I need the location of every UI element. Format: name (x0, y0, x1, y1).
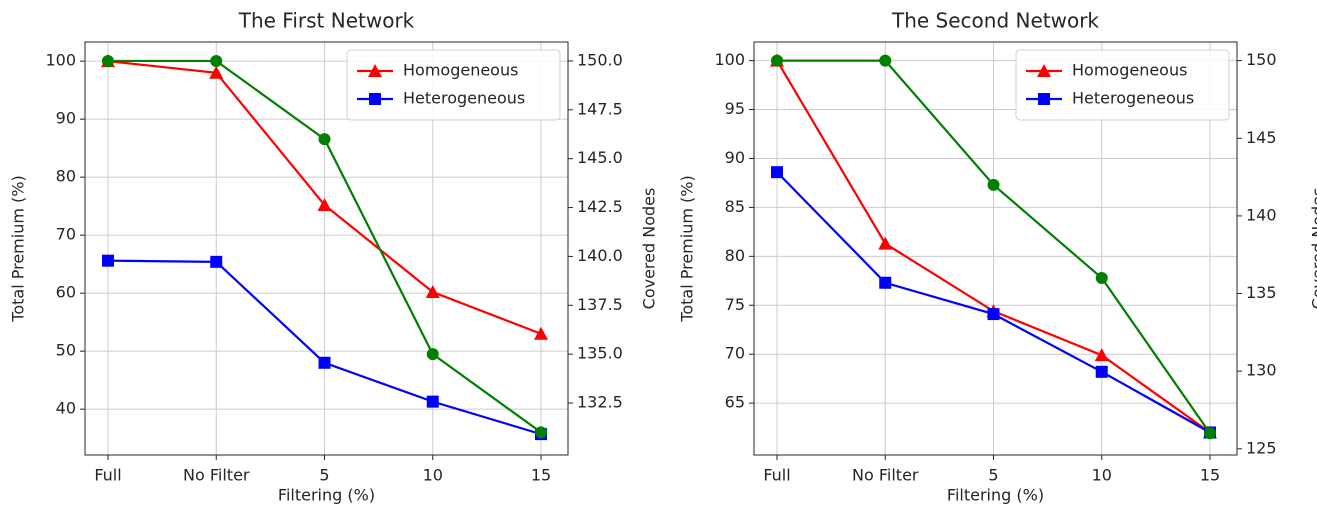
legend-label: Heterogeneous (1072, 89, 1194, 108)
y2-tick-label: 140 (1246, 205, 1277, 224)
y-tick-label: 95 (725, 99, 745, 118)
y2-tick-label: 125 (1246, 438, 1277, 457)
marker (879, 54, 892, 67)
y2-tick-label: 150 (1246, 50, 1277, 69)
y2-tick-label: 132.5 (577, 393, 623, 412)
marker (1094, 348, 1109, 362)
x-tick-label: No Filter (183, 466, 250, 485)
chart-title: The First Network (238, 9, 415, 33)
y-tick-label: 70 (725, 344, 745, 363)
y-tick-label: 60 (56, 283, 76, 302)
y-axis-label: Total Premium (%) (678, 175, 697, 322)
y2-tick-label: 145.0 (577, 148, 623, 167)
y-axis-label: Total Premium (%) (9, 175, 28, 322)
y-tick-label: 40 (56, 399, 76, 418)
y2-tick-label: 142.5 (577, 197, 623, 216)
x-tick-label: 10 (1092, 466, 1112, 485)
marker (1095, 365, 1108, 378)
marker (878, 236, 893, 250)
marker (318, 356, 331, 369)
marker (1038, 93, 1050, 105)
y-tick-label: 50 (56, 341, 76, 360)
marker (318, 133, 331, 146)
y2-axis-label: Covered Nodes (1309, 188, 1317, 310)
x-tick-label: No Filter (852, 466, 919, 485)
x-tick-label: 15 (531, 466, 551, 485)
marker (369, 93, 381, 105)
marker (425, 285, 440, 299)
y-tick-label: 75 (725, 295, 745, 314)
y-tick-label: 85 (725, 197, 745, 216)
x-tick-label: Full (763, 466, 790, 485)
marker (102, 254, 114, 267)
legend-label: Homogeneous (1072, 61, 1187, 80)
y-tick-label: 65 (725, 393, 745, 412)
marker (368, 64, 382, 77)
y2-tick-label: 150.0 (577, 50, 623, 69)
plot-frame (84, 41, 569, 456)
plot-frame (753, 41, 1238, 456)
x-tick-label: 5 (988, 466, 998, 485)
x-tick-label: 15 (1200, 466, 1220, 485)
marker (1037, 64, 1051, 77)
legend-box (1015, 49, 1230, 121)
y-tick-label: 80 (725, 246, 745, 265)
y-tick-label: 100 (45, 51, 76, 70)
y2-tick-label: 135.0 (577, 344, 623, 363)
marker (210, 255, 223, 268)
y2-tick-label: 130 (1246, 361, 1277, 380)
marker (317, 197, 332, 211)
x-tick-label: 5 (319, 466, 329, 485)
x-axis-label: Filtering (%) (947, 486, 1044, 505)
marker (879, 276, 892, 289)
marker (987, 178, 1000, 191)
marker (210, 54, 223, 67)
marker (987, 308, 1000, 321)
x-tick-label: Full (94, 466, 121, 485)
y2-tick-label: 145 (1246, 128, 1277, 147)
marker (771, 166, 783, 179)
y2-tick-label: 137.5 (577, 295, 623, 314)
marker (426, 395, 439, 408)
legend-box (346, 49, 561, 121)
y-tick-label: 90 (56, 109, 76, 128)
x-axis-label: Filtering (%) (278, 486, 375, 505)
marker (426, 348, 439, 361)
y-tick-label: 80 (56, 167, 76, 186)
x-tick-label: 10 (423, 466, 443, 485)
marker (771, 54, 783, 67)
marker (209, 65, 224, 79)
y-tick-label: 70 (56, 225, 76, 244)
y2-axis-label: Covered Nodes (640, 188, 659, 310)
marker (1204, 427, 1216, 440)
y-tick-label: 100 (714, 50, 745, 69)
legend-label: Heterogeneous (403, 89, 525, 108)
marker (535, 426, 547, 439)
marker (1095, 272, 1108, 284)
y2-tick-label: 140.0 (577, 246, 623, 265)
marker (102, 54, 114, 67)
y2-tick-label: 135 (1246, 283, 1277, 302)
legend-label: Homogeneous (403, 61, 518, 80)
y2-tick-label: 147.5 (577, 99, 623, 118)
marker (534, 326, 548, 340)
chart-title: The Second Network (891, 9, 1099, 33)
y-tick-label: 90 (725, 148, 745, 167)
